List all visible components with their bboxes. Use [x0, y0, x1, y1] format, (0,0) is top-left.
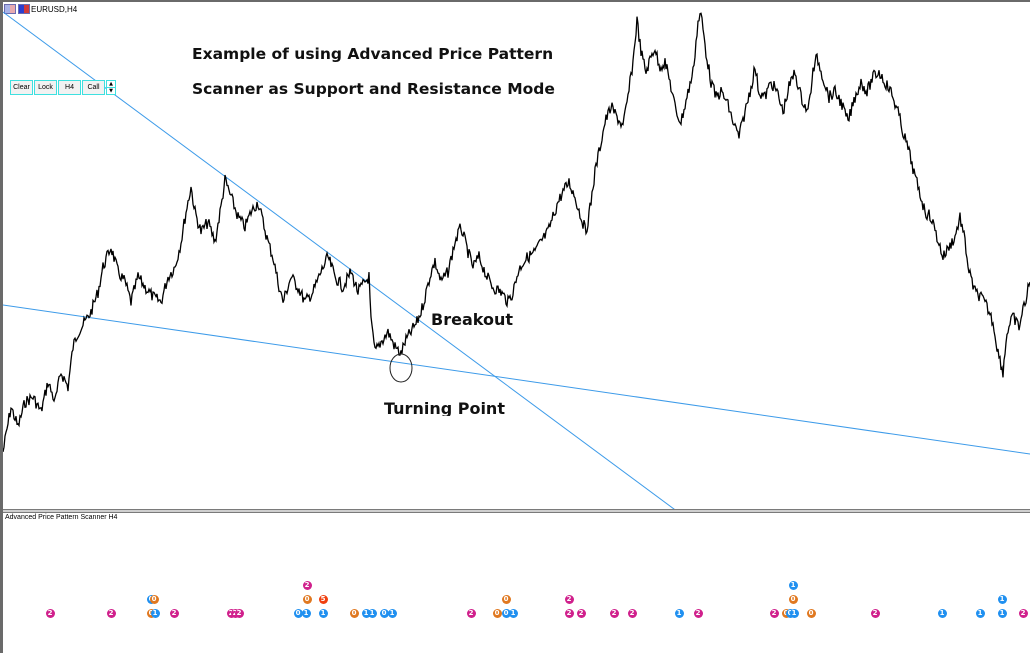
signal-marker-magenta[interactable]: 2: [1018, 608, 1028, 618]
signal-marker-magenta[interactable]: 2: [106, 608, 116, 618]
spinner-control[interactable]: ▲ ▼: [106, 80, 116, 95]
signal-marker-magenta[interactable]: 2: [169, 608, 179, 618]
signal-marker-magenta[interactable]: 2: [564, 594, 574, 604]
signal-marker-magenta[interactable]: 2: [234, 608, 244, 618]
support-trendline[interactable]: [3, 304, 1030, 455]
signal-marker-orange[interactable]: 0: [302, 594, 312, 604]
signal-marker-blue[interactable]: 1: [997, 594, 1007, 604]
signal-marker-red_orange[interactable]: 5: [318, 594, 328, 604]
signal-marker-magenta[interactable]: 2: [627, 608, 637, 618]
signal-marker-blue[interactable]: 1: [387, 608, 397, 618]
indicator-pane[interactable]: Advanced Price Pattern Scanner H4 220001…: [3, 513, 1030, 653]
signal-marker-blue[interactable]: 1: [508, 608, 518, 618]
chart-window-icon: [4, 4, 16, 14]
price-chart-area[interactable]: EURUSD,H4 Clear Lock H4 Call ▲ ▼ Example…: [3, 2, 1030, 509]
signal-marker-orange[interactable]: 0: [501, 594, 511, 604]
signal-marker-magenta[interactable]: 2: [302, 580, 312, 590]
signal-marker-magenta[interactable]: 2: [45, 608, 55, 618]
indicator-title: Advanced Price Pattern Scanner H4: [5, 514, 118, 521]
signal-marker-blue[interactable]: 1: [301, 608, 311, 618]
window-icons: [4, 4, 30, 14]
scanner-toolbar: Clear Lock H4 Call ▲ ▼: [10, 80, 116, 95]
signal-marker-blue[interactable]: 1: [674, 608, 684, 618]
signal-marker-magenta[interactable]: 2: [564, 608, 574, 618]
signal-marker-orange[interactable]: 0: [349, 608, 359, 618]
call-button[interactable]: Call: [82, 80, 105, 95]
breakout-label: Breakout: [431, 310, 513, 329]
signal-marker-orange[interactable]: 0: [788, 594, 798, 604]
signal-marker-orange[interactable]: 0: [806, 608, 816, 618]
signal-marker-magenta[interactable]: 2: [693, 608, 703, 618]
signal-marker-blue[interactable]: 1: [150, 608, 160, 618]
timeframe-button[interactable]: H4: [58, 80, 81, 95]
signal-marker-blue[interactable]: 1: [361, 608, 371, 618]
signal-marker-blue[interactable]: 1: [318, 608, 328, 618]
chart-title: EURUSD,H4: [31, 5, 78, 14]
pane-separator[interactable]: [3, 509, 1030, 513]
signal-marker-blue[interactable]: 1: [789, 608, 799, 618]
headline-line-2: Scanner as Support and Resistance Mode: [192, 80, 555, 98]
clear-button[interactable]: Clear: [10, 80, 33, 95]
signal-marker-blue[interactable]: 1: [937, 608, 947, 618]
signal-marker-magenta[interactable]: 2: [769, 608, 779, 618]
signal-marker-orange[interactable]: 0: [492, 608, 502, 618]
spinner-up-icon[interactable]: ▲: [107, 81, 115, 88]
signal-marker-blue[interactable]: 1: [367, 608, 377, 618]
price-line: [3, 12, 1030, 453]
signal-marker-blue[interactable]: 1: [997, 608, 1007, 618]
signal-marker-blue[interactable]: 1: [975, 608, 985, 618]
resistance-trendline[interactable]: [3, 11, 678, 509]
signal-marker-magenta[interactable]: 2: [466, 608, 476, 618]
signal-marker-blue[interactable]: 0: [293, 608, 303, 618]
turning-point-circle: [389, 353, 413, 383]
turning-point-label: Turning Point: [384, 399, 505, 416]
price-plot: [3, 11, 1030, 509]
signal-marker-blue[interactable]: 1: [788, 580, 798, 590]
signal-marker-blue[interactable]: 0: [501, 608, 511, 618]
symbol-flag-icon: [18, 4, 30, 14]
spinner-down-icon[interactable]: ▼: [109, 88, 113, 94]
lock-button[interactable]: Lock: [34, 80, 57, 95]
signal-marker-magenta[interactable]: 2: [576, 608, 586, 618]
signal-marker-blue[interactable]: 0: [379, 608, 389, 618]
signal-marker-magenta[interactable]: 2: [870, 608, 880, 618]
headline-line-1: Example of using Advanced Price Pattern: [192, 45, 554, 63]
signal-marker-orange[interactable]: 0: [149, 594, 159, 604]
signal-marker-magenta[interactable]: 2: [609, 608, 619, 618]
